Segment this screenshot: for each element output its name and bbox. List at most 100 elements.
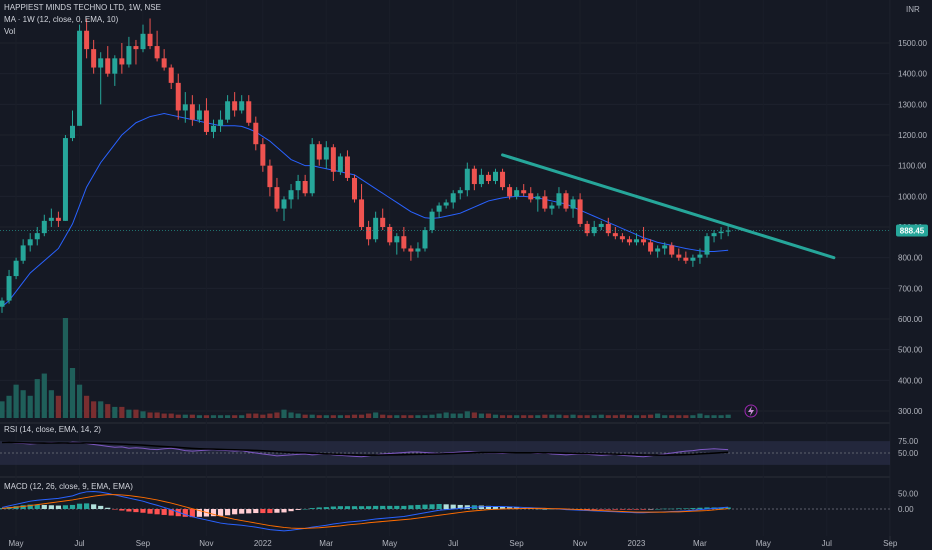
volume-bar xyxy=(232,415,238,418)
volume-bar xyxy=(584,415,590,418)
macd-hist-bar xyxy=(542,509,548,510)
candle-body xyxy=(507,187,513,197)
volume-bar xyxy=(429,414,435,418)
macd-hist-bar xyxy=(485,505,492,509)
volume-bar xyxy=(316,415,322,418)
last-price-badge xyxy=(896,224,928,237)
candle-body xyxy=(359,199,365,227)
candle-body xyxy=(422,230,428,249)
volume-bar xyxy=(76,384,83,418)
candle-body xyxy=(570,199,576,209)
macd-hist-bar xyxy=(337,506,343,509)
volume-bar xyxy=(655,413,661,418)
candle-body xyxy=(55,217,61,221)
volume-bar xyxy=(84,395,90,418)
candle-body xyxy=(676,254,682,258)
volume-bar xyxy=(718,415,724,418)
volume-bar xyxy=(168,413,174,418)
macd-hist-bar xyxy=(507,507,513,509)
candle-body xyxy=(563,193,569,209)
vol-legend[interactable]: Vol xyxy=(4,27,16,36)
candle-body xyxy=(704,236,710,255)
macd-hist-bar xyxy=(373,505,379,509)
candle-body xyxy=(443,202,449,206)
volume-bar xyxy=(408,415,414,418)
volume-bar xyxy=(55,395,61,418)
volume-bar xyxy=(556,414,562,418)
candle-body xyxy=(612,233,618,237)
candle-body xyxy=(577,199,583,224)
candle-body xyxy=(697,254,703,258)
candle-body xyxy=(309,144,315,194)
macd-hist-bar xyxy=(626,509,633,510)
candle-body xyxy=(584,223,590,234)
candle-body xyxy=(683,257,689,261)
volume-bar xyxy=(598,414,604,418)
macd-hist-bar xyxy=(640,509,647,510)
rsi-legend[interactable]: RSI (14, close, EMA, 14, 2) xyxy=(4,425,101,434)
candle-body xyxy=(450,193,456,203)
volume-bar xyxy=(387,415,393,418)
macd-hist-bar xyxy=(69,504,76,509)
symbol-title[interactable]: HAPPIEST MINDS TECHNO LTD, 1W, NSE xyxy=(4,3,161,12)
volume-bar xyxy=(69,368,76,418)
volume-bar xyxy=(471,412,477,418)
candle-body xyxy=(239,101,245,111)
price-tick-label: 1500.00 xyxy=(898,39,927,48)
volume-bar xyxy=(351,414,358,418)
macd-tick-label: 0.00 xyxy=(898,505,914,514)
volume-bar xyxy=(450,413,456,418)
volume-bar xyxy=(6,395,12,418)
candle-body xyxy=(464,168,470,191)
macd-legend[interactable]: MACD (12, 26, close, 9, EMA, EMA) xyxy=(4,482,133,491)
ma-legend[interactable]: MA · 1W (12, close, 0, EMA, 10) xyxy=(4,15,119,24)
volume-bar xyxy=(633,415,640,418)
volume-bar xyxy=(203,415,210,418)
volume-bar xyxy=(577,415,583,418)
volume-bar xyxy=(563,415,569,418)
candle-body xyxy=(218,119,224,126)
candle-body xyxy=(619,236,625,240)
volume-bar xyxy=(619,414,625,418)
ma-line xyxy=(1,113,729,308)
candle-body xyxy=(175,82,181,111)
volume-bar xyxy=(105,404,111,418)
macd-hist-bar xyxy=(105,507,111,509)
candle-body xyxy=(13,260,19,277)
candle-body xyxy=(119,58,125,65)
macd-hist-bar xyxy=(119,509,125,511)
trendline[interactable] xyxy=(501,153,836,260)
candle-body xyxy=(0,300,5,307)
candle-body xyxy=(316,144,322,160)
candle-body xyxy=(478,174,484,185)
candle-body xyxy=(662,245,668,249)
macd-hist-bar xyxy=(323,507,329,509)
macd-hist-bar xyxy=(140,509,146,513)
volume-bar xyxy=(140,411,146,418)
volume-bar xyxy=(401,415,407,418)
candle-body xyxy=(330,147,336,172)
lightning-icon[interactable] xyxy=(744,404,758,418)
macd-hist-bar xyxy=(619,509,625,510)
rsi-tick-label: 75.00 xyxy=(898,437,919,446)
volume-bar xyxy=(246,413,252,418)
macd-hist-bar xyxy=(683,508,689,509)
macd-hist-bar xyxy=(549,509,555,510)
candles[interactable] xyxy=(0,18,731,313)
price-tick-label: 300.00 xyxy=(898,407,923,416)
macd-hist-bar xyxy=(281,509,287,513)
candle-body xyxy=(91,49,97,68)
candle-body xyxy=(281,199,287,209)
macd-axis: 50.00 0.00 xyxy=(898,489,919,514)
price-tick-label: 500.00 xyxy=(898,346,923,355)
volume-bar xyxy=(415,415,421,418)
time-tick-label: Mar xyxy=(693,539,707,548)
volume-bar xyxy=(344,415,351,418)
volume-bar xyxy=(147,412,153,418)
candle-body xyxy=(690,257,696,261)
volume-bar xyxy=(34,379,40,418)
macd-hist-bar xyxy=(267,509,273,514)
time-tick-label: May xyxy=(756,539,771,548)
volume-bar xyxy=(605,415,611,418)
